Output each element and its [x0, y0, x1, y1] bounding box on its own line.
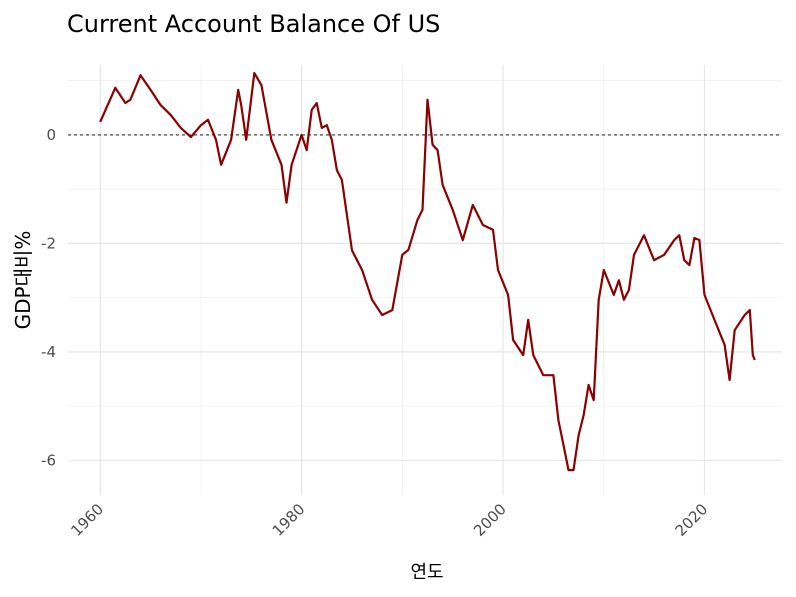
x-tick-label: 2000	[470, 500, 510, 540]
chart-title: Current Account Balance Of US	[67, 10, 440, 38]
x-tick-label: 1960	[67, 500, 107, 540]
y-tick-label: -2	[41, 234, 56, 252]
x-tick-label: 1980	[269, 500, 309, 540]
x-axis-label: 연도	[410, 562, 443, 583]
y-tick-label: -6	[41, 451, 56, 469]
y-tick-label: 0	[46, 126, 56, 144]
data-line	[99, 72, 756, 472]
y-tick-label: -4	[41, 343, 56, 361]
x-tick-label: 2020	[672, 500, 712, 540]
y-axis-label: GDP대비%	[11, 231, 35, 330]
